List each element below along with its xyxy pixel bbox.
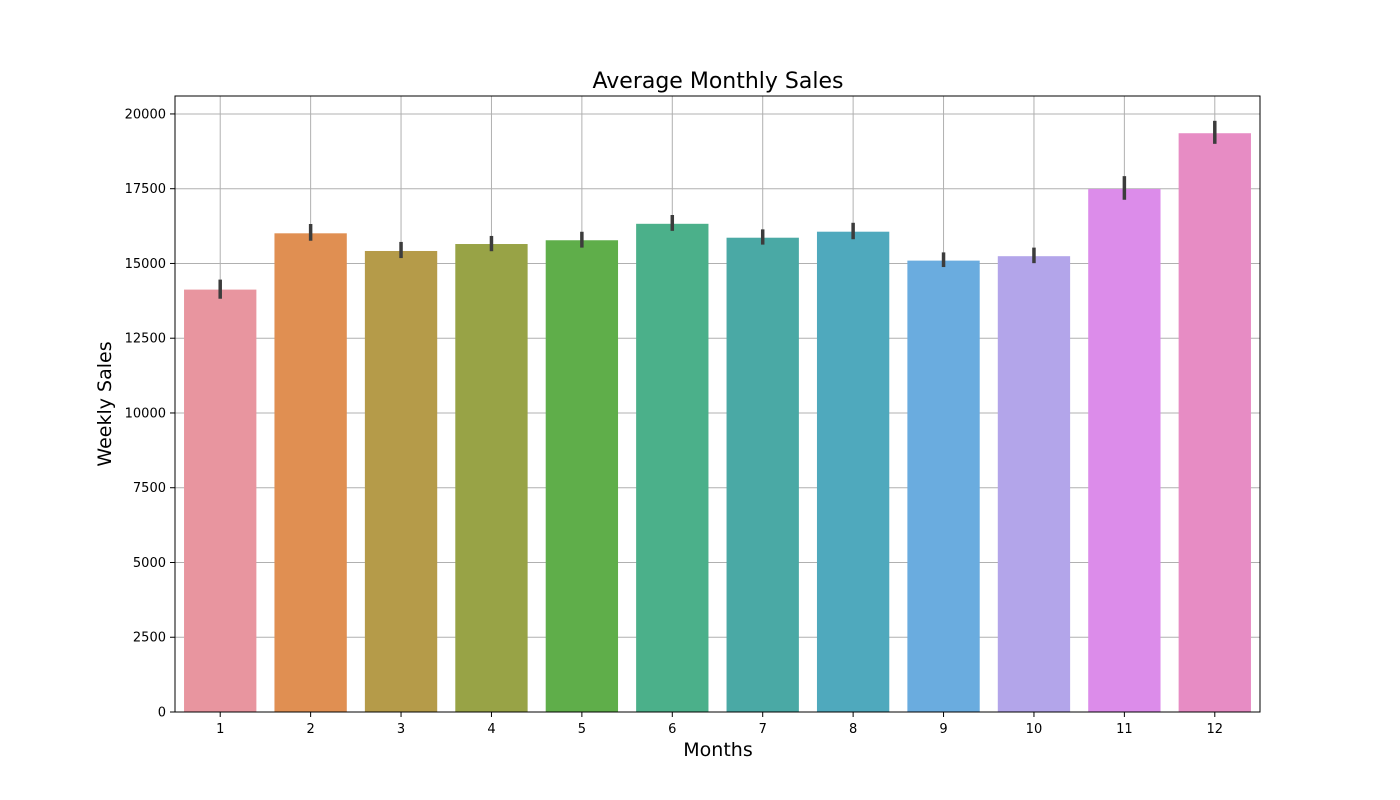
x-axis-label: Months bbox=[683, 739, 752, 761]
x-tick-label: 8 bbox=[849, 722, 857, 737]
chart-title: Average Monthly Sales bbox=[593, 69, 844, 94]
y-tick-label: 15000 bbox=[125, 257, 166, 272]
x-axis-ticks: 1 2 3 4 5 6 7 8 9 10 11 12 bbox=[216, 712, 1223, 737]
bar-month-1 bbox=[184, 289, 257, 712]
x-tick-label: 6 bbox=[668, 722, 676, 737]
bar-month-5 bbox=[545, 240, 619, 712]
y-axis-ticks: 0 2500 5000 7500 10000 12500 15000 17500 20000 bbox=[125, 107, 175, 721]
bar-month-6 bbox=[636, 223, 709, 712]
y-tick-label: 0 bbox=[158, 706, 166, 721]
x-tick-label: 10 bbox=[1026, 722, 1043, 737]
y-tick-label: 20000 bbox=[125, 107, 166, 122]
plot-frame bbox=[174, 95, 1261, 713]
error-bars bbox=[218, 120, 1217, 299]
bar-month-12 bbox=[1178, 133, 1251, 712]
x-tick-label: 12 bbox=[1207, 722, 1224, 737]
bar-month-3 bbox=[364, 250, 438, 712]
bar-month-4 bbox=[455, 244, 528, 713]
y-tick-label: 5000 bbox=[133, 556, 166, 571]
x-tick-label: 3 bbox=[397, 722, 405, 737]
x-tick-label: 7 bbox=[759, 722, 767, 737]
y-tick-label: 10000 bbox=[125, 406, 166, 421]
x-tick-label: 4 bbox=[487, 722, 495, 737]
x-tick-label: 5 bbox=[578, 722, 586, 737]
y-tick-label: 17500 bbox=[125, 182, 166, 197]
bar-month-10 bbox=[997, 256, 1071, 712]
x-tick-label: 11 bbox=[1116, 722, 1133, 737]
bar-month-9 bbox=[907, 260, 980, 712]
y-axis-label: Weekly Sales bbox=[94, 341, 116, 466]
y-tick-label: 2500 bbox=[133, 631, 166, 646]
bars bbox=[184, 133, 1251, 713]
x-tick-label: 2 bbox=[306, 722, 314, 737]
x-tick-label: 9 bbox=[939, 722, 947, 737]
x-tick-label: 1 bbox=[216, 722, 224, 737]
bar-month-8 bbox=[816, 231, 890, 713]
bar-month-11 bbox=[1088, 188, 1161, 713]
bar-month-7 bbox=[726, 237, 799, 712]
y-tick-label: 12500 bbox=[125, 332, 166, 347]
y-tick-label: 7500 bbox=[133, 481, 166, 496]
bar-month-2 bbox=[274, 233, 347, 712]
